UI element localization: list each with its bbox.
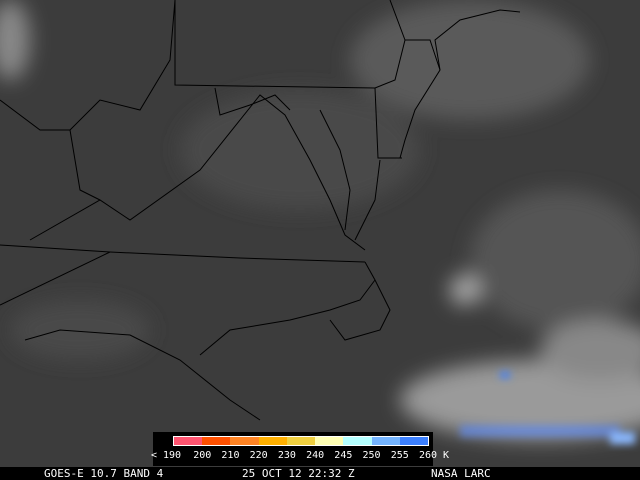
temperature-legend: < 190 200 210 220 230 240 245 250 255 260 K	[150, 432, 449, 466]
legend-tick-label: 220	[249, 450, 268, 461]
legend-swatch	[343, 437, 372, 445]
legend-tick-label: 240	[306, 450, 325, 461]
legend-swatch	[315, 437, 344, 445]
legend-tick-label: 260 K	[418, 450, 450, 461]
status-bar: GOES-E 10.7 BAND 4 25 OCT 12 22:32 Z NAS…	[0, 467, 640, 480]
cold-cloud-tops	[460, 372, 635, 444]
legend-swatch	[230, 437, 259, 445]
legend-tick-label: 200	[193, 450, 212, 461]
legend-swatch	[202, 437, 231, 445]
legend-tick-label: 245	[334, 450, 353, 461]
state-borders	[0, 0, 521, 421]
legend-swatch	[258, 437, 287, 445]
legend-tick-label: 210	[221, 450, 240, 461]
satellite-label: GOES-E 10.7 BAND 4	[44, 467, 164, 480]
legend-swatch	[371, 437, 400, 445]
legend-tick-label: 250	[362, 450, 381, 461]
legend-tick-label: 230	[277, 450, 296, 461]
legend-swatch	[174, 437, 203, 445]
legend-tick-label: < 190	[150, 450, 182, 461]
legend-swatch	[399, 437, 428, 445]
legend-tick-label: 255	[390, 450, 409, 461]
source-label: NASA LARC	[431, 467, 491, 480]
color-scale-bar	[173, 436, 429, 446]
datetime-label: 25 OCT 12 22:32 Z	[242, 467, 355, 480]
legend-swatch	[286, 437, 316, 445]
